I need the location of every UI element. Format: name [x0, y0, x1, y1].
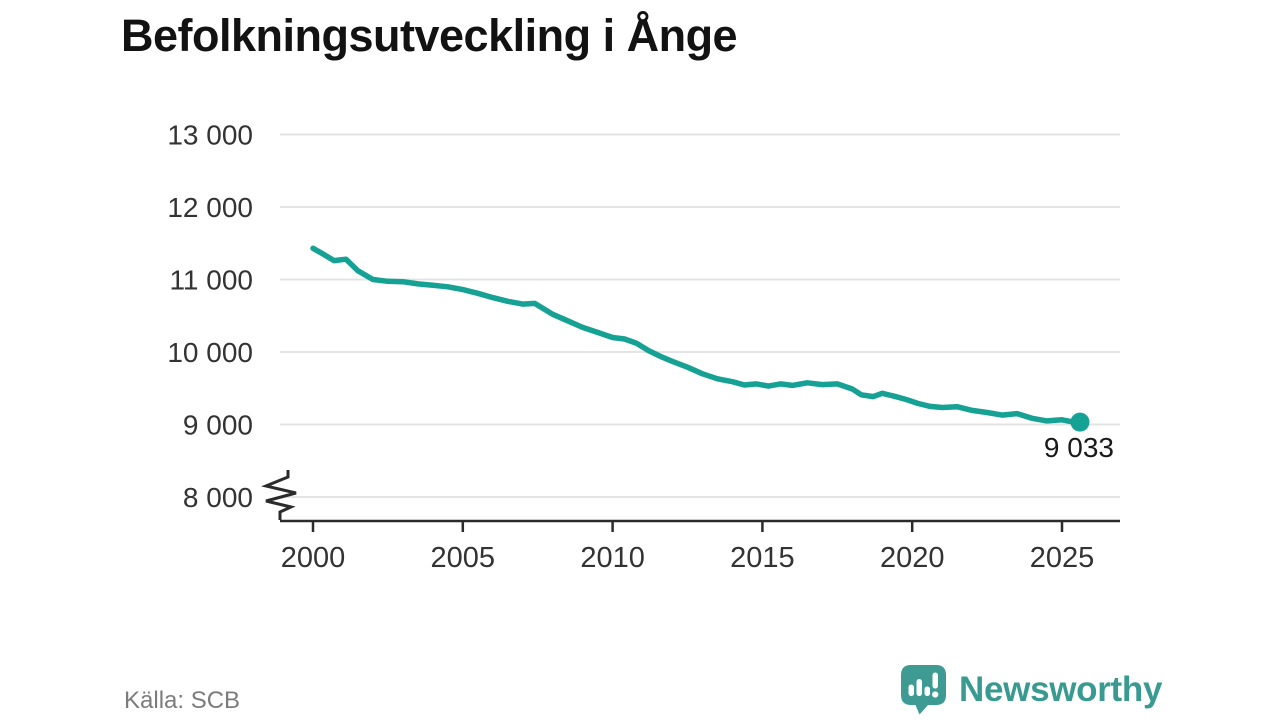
- y-tick-label: 12 000: [167, 192, 253, 223]
- y-tick-label: 13 000: [167, 120, 253, 151]
- x-tick-label: 2025: [1030, 542, 1095, 574]
- source-note: Källa: SCB: [124, 687, 241, 714]
- newsworthy-brand: Newsworthy: [899, 664, 1162, 716]
- x-tick-label: 2005: [431, 542, 496, 574]
- y-tick-label: 11 000: [169, 265, 253, 296]
- newsworthy-logo-icon: [899, 664, 948, 716]
- speech-bubble-shape: [901, 665, 946, 715]
- population-line: [310, 245, 1083, 425]
- logo-bars-icon: [908, 672, 939, 698]
- end-value-label: 9 033: [1044, 432, 1114, 463]
- y-tick-label: 9 000: [183, 410, 253, 441]
- y-tick-label: 8 000: [183, 482, 253, 513]
- x-tick-label: 2015: [730, 542, 795, 574]
- axis-break-icon: [261, 470, 297, 520]
- x-tick-label: 2000: [281, 542, 346, 574]
- end-point-dot: [1070, 412, 1090, 432]
- page-title: Befolkningsutveckling i Ånge: [121, 10, 738, 61]
- x-tick-label: 2010: [580, 542, 645, 574]
- x-tick-label: 2020: [880, 542, 945, 574]
- brand-name: Newsworthy: [959, 670, 1163, 709]
- y-tick-label: 10 000: [167, 337, 253, 368]
